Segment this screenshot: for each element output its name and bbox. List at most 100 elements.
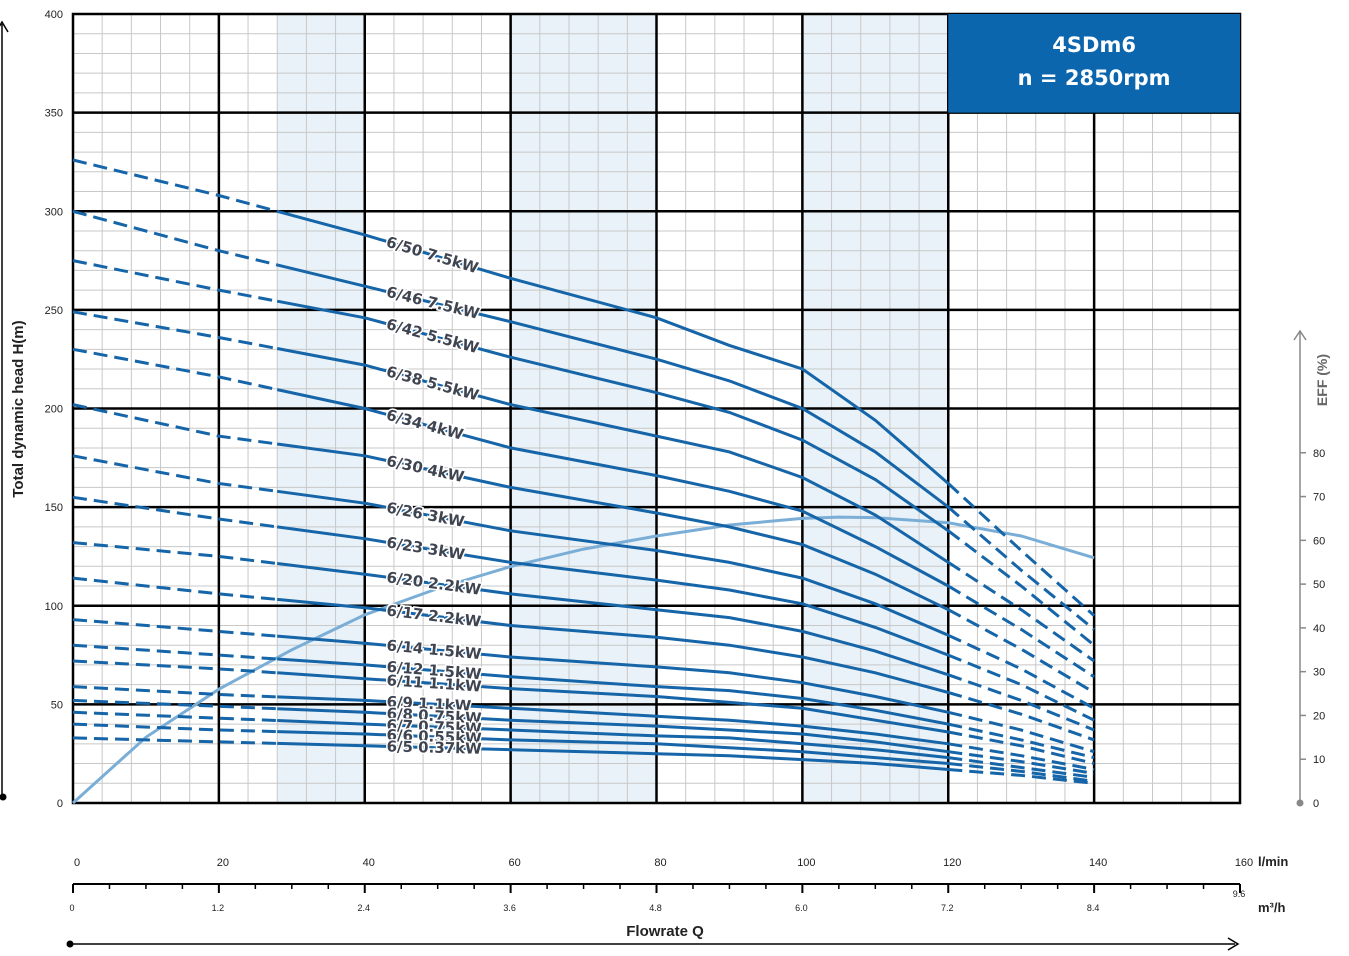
curve-dashed-right-11 xyxy=(947,722,1095,760)
curve-dashed-left-4 xyxy=(72,347,278,392)
x2-tick-label: 1.2 xyxy=(212,903,225,913)
curve-dashed-right-12 xyxy=(948,730,1095,765)
curve-solid-9 xyxy=(277,597,949,694)
y-tick-label: 350 xyxy=(45,108,63,120)
curve-dashed-right-2 xyxy=(947,529,1096,647)
y2-tick-label: 10 xyxy=(1313,754,1325,766)
chart-subtitle: n = 2850rpm xyxy=(1018,66,1171,90)
curve-dashed-left-10 xyxy=(72,618,278,638)
y2-tick-label: 80 xyxy=(1313,448,1325,460)
curve-dashed-left-6 xyxy=(72,454,278,493)
curve-dashed-right-4 xyxy=(947,584,1095,679)
x-tick-label: 100 xyxy=(797,857,815,869)
x2-tick-label: 3.6 xyxy=(503,903,516,913)
curve-solid-16 xyxy=(277,730,949,765)
curve-solid-8 xyxy=(277,562,949,677)
curve-dashed-right-14 xyxy=(948,750,1095,775)
curve-solid-13 xyxy=(277,695,949,746)
curve-solid-7 xyxy=(276,525,949,657)
axis-arrows xyxy=(0,20,1240,951)
curve-solid-17 xyxy=(277,741,949,771)
curve-label-8: 6/20 2.2kW xyxy=(385,568,482,599)
y-tick-label: 50 xyxy=(51,699,63,711)
curve-dashed-right-10 xyxy=(947,710,1095,754)
curve-dashed-left-2 xyxy=(72,259,278,303)
y-arrow-icon xyxy=(0,20,9,33)
x-tick-label: 60 xyxy=(509,857,521,869)
curve-solid-3 xyxy=(276,347,950,564)
curve-dashed-right-15 xyxy=(948,756,1095,779)
curve-dashed-left-16 xyxy=(72,722,278,734)
y2-tick-label: 30 xyxy=(1313,667,1325,679)
y-origin-dot xyxy=(0,793,7,801)
y-tick-label: 250 xyxy=(45,305,63,317)
curve-dashed-right-9 xyxy=(947,691,1095,742)
x-axis-label: Flowrate Q xyxy=(626,923,704,940)
curve-dashed-left-13 xyxy=(72,685,278,699)
x2-tick-label: 9.6 xyxy=(1233,889,1246,899)
x-tick-label: 160 xyxy=(1235,857,1253,869)
y-tick-label: 300 xyxy=(45,206,63,218)
y2-axis-label: EFF (%) xyxy=(1314,354,1330,406)
x2-tick-label: 4.8 xyxy=(649,903,662,913)
curve-solid-11 xyxy=(277,657,949,726)
y-tick-label: 200 xyxy=(45,404,63,416)
curve-dashed-left-3 xyxy=(72,310,278,350)
head-curves xyxy=(72,158,1096,785)
curve-dashed-right-13 xyxy=(948,742,1095,771)
title-box: 4SDm6 n = 2850rpm xyxy=(948,14,1240,113)
curve-label-6: 6/26 3kW xyxy=(385,498,466,530)
x2-tick-label: 2.4 xyxy=(357,903,370,913)
curve-label-2: 6/42 5.5kW xyxy=(384,315,481,357)
y-tick-label: 400 xyxy=(45,9,63,21)
curve-dashed-right-6 xyxy=(947,633,1095,710)
curve-dashed-left-15 xyxy=(72,710,278,722)
efficiency-curve xyxy=(71,515,1095,805)
curve-dashed-left-9 xyxy=(72,576,278,601)
chart-title: 4SDm6 xyxy=(1052,33,1136,57)
curve-label-7: 6/23 3kW xyxy=(385,533,466,563)
curve-dashed-left-0 xyxy=(72,158,278,213)
y-axis-label: Total dynamic head H(m) xyxy=(10,320,27,497)
curve-solid-14 xyxy=(277,707,949,754)
curve-label-5: 6/30 4kW xyxy=(385,452,466,486)
x-origin-dot xyxy=(66,940,74,948)
x-tick-label: 140 xyxy=(1089,857,1107,869)
curve-dashed-left-1 xyxy=(72,209,278,267)
curve-solid-4 xyxy=(276,388,950,588)
y2-origin-dot xyxy=(1296,799,1304,807)
x2-tick-label: 6.0 xyxy=(795,903,808,913)
curve-dashed-right-8 xyxy=(947,673,1095,732)
y-tick-label: 100 xyxy=(45,601,63,613)
y-tick-label: 150 xyxy=(45,502,63,514)
x-tick-label: 0 xyxy=(74,857,80,869)
x2-tick-label: 8.4 xyxy=(1087,903,1100,913)
efficiency-axis: 0 10 20 30 40 50 60 70 80 xyxy=(1293,329,1325,810)
curve-dashed-left-8 xyxy=(72,541,278,565)
curve-dashed-left-12 xyxy=(72,659,278,675)
y-axis-ticks: 0 50 100 150 200 250 300 350 400 xyxy=(45,9,63,810)
curve-solid-12 xyxy=(277,671,949,734)
curve-dashed-right-0 xyxy=(947,482,1096,617)
y2-arrow-icon xyxy=(1293,329,1307,341)
curve-dashed-right-7 xyxy=(947,653,1095,722)
curve-solid-6 xyxy=(276,489,949,637)
curve-dashed-left-14 xyxy=(72,698,278,711)
curve-solid-2 xyxy=(276,299,950,533)
y2-tick-label: 20 xyxy=(1313,710,1325,722)
curve-label-16: 6/6 0.55kW xyxy=(386,726,482,748)
y2-tick-label: 60 xyxy=(1313,535,1325,547)
x-axis-unit: l/min xyxy=(1258,854,1288,869)
curve-dashed-left-17 xyxy=(72,736,278,745)
curve-solid-15 xyxy=(277,719,949,760)
curve-label-17: 6/5 0.37kW xyxy=(386,737,482,757)
x-arrow-icon xyxy=(1227,937,1240,951)
x-tick-label: 40 xyxy=(363,857,375,869)
y2-tick-label: 50 xyxy=(1313,579,1325,591)
y2-tick-label: 70 xyxy=(1313,492,1325,504)
curve-solid-0 xyxy=(276,209,950,485)
x2-axis-unit: m³/h xyxy=(1258,900,1286,915)
curve-dashed-right-5 xyxy=(947,608,1095,694)
x-tick-label: 80 xyxy=(654,857,666,869)
